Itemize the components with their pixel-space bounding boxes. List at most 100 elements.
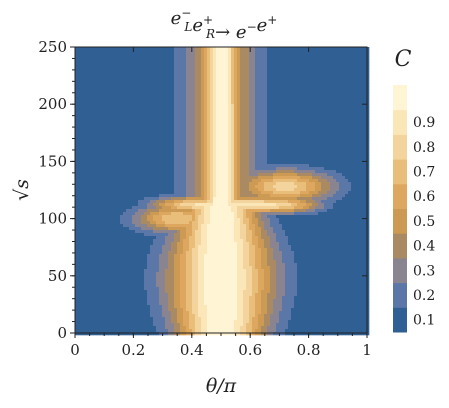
contour-cell — [207, 92, 211, 96]
contour-cell — [276, 110, 280, 114]
contour-cell — [102, 95, 106, 99]
contour-cell — [201, 116, 205, 120]
contour-cell — [102, 179, 106, 183]
contour-cell — [120, 80, 124, 84]
contour-cell — [105, 59, 109, 63]
contour-cell — [243, 98, 247, 102]
contour-cell — [90, 77, 94, 81]
contour-cell — [102, 182, 106, 186]
contour-cell — [324, 47, 328, 51]
contour-cell — [129, 146, 133, 150]
contour-cell — [105, 152, 109, 156]
contour-cell — [273, 59, 277, 63]
contour-cell — [84, 188, 88, 192]
contour-cell — [306, 116, 310, 120]
contour-cell — [282, 47, 286, 51]
contour-cell — [108, 191, 112, 195]
contour-cell — [144, 173, 148, 177]
contour-cell — [288, 68, 292, 72]
contour-cell — [246, 176, 250, 180]
contour-cell — [105, 125, 109, 129]
contour-cell — [366, 131, 370, 135]
contour-cell — [246, 152, 250, 156]
contour-cell — [261, 125, 265, 129]
contour-cell — [267, 137, 271, 141]
contour-cell — [183, 152, 187, 156]
contour-cell — [87, 161, 91, 165]
contour-cell — [99, 155, 103, 159]
contour-cell — [108, 83, 112, 87]
contour-cell — [324, 116, 328, 120]
contour-cell — [111, 179, 115, 183]
contour-cell — [99, 95, 103, 99]
contour-cell — [81, 185, 85, 189]
contour-cell — [201, 143, 205, 147]
contour-cell — [216, 122, 220, 126]
contour-cell — [321, 83, 325, 87]
contour-cell — [198, 80, 202, 84]
contour-cell — [264, 113, 268, 117]
contour-cell — [219, 113, 223, 117]
contour-cell — [147, 107, 151, 111]
contour-cell — [75, 149, 79, 153]
contour-cell — [153, 101, 157, 105]
contour-cell — [255, 113, 259, 117]
contour-cell — [132, 65, 136, 69]
contour-cell — [195, 176, 199, 180]
contour-cell — [126, 149, 130, 153]
contour-cell — [153, 170, 157, 174]
contour-cell — [297, 143, 301, 147]
contour-cell — [186, 185, 190, 189]
contour-cell — [258, 53, 262, 57]
contour-cell — [180, 77, 184, 81]
contour-cell — [174, 77, 178, 81]
contour-cell — [156, 107, 160, 111]
contour-cell — [228, 47, 232, 51]
contour-cell — [339, 107, 343, 111]
contour-cell — [330, 68, 334, 72]
contour-cell — [366, 119, 370, 123]
contour-cell — [300, 155, 304, 159]
contour-cell — [273, 119, 277, 123]
contour-cell — [117, 95, 121, 99]
contour-cell — [243, 131, 247, 135]
contour-cell — [366, 53, 370, 57]
contour-cell — [327, 167, 331, 171]
contour-cell — [186, 125, 190, 129]
contour-cell — [132, 101, 136, 105]
contour-cell — [126, 134, 130, 138]
contour-cell — [138, 179, 142, 183]
contour-cell — [201, 137, 205, 141]
contour-cell — [93, 86, 97, 90]
contour-cell — [204, 167, 208, 171]
contour-cell — [204, 113, 208, 117]
contour-cell — [330, 179, 334, 183]
contour-cell — [348, 143, 352, 147]
contour-cell — [213, 56, 217, 60]
contour-cell — [306, 113, 310, 117]
contour-cell — [321, 170, 325, 174]
contour-cell — [228, 98, 232, 102]
contour-cell — [303, 107, 307, 111]
contour-cell — [213, 179, 217, 183]
contour-cell — [354, 80, 358, 84]
contour-cell — [249, 71, 253, 75]
contour-cell — [138, 104, 142, 108]
contour-cell — [216, 155, 220, 159]
contour-cell — [126, 47, 130, 51]
contour-cell — [282, 173, 286, 177]
contour-cell — [216, 134, 220, 138]
contour-cell — [186, 122, 190, 126]
contour-cell — [108, 140, 112, 144]
contour-cell — [144, 95, 148, 99]
contour-cell — [120, 98, 124, 102]
contour-cell — [129, 134, 133, 138]
contour-cell — [339, 167, 343, 171]
contour-cell — [285, 83, 289, 87]
contour-cell — [150, 146, 154, 150]
contour-cell — [213, 104, 217, 108]
contour-cell — [297, 122, 301, 126]
contour-cell — [291, 140, 295, 144]
contour-cell — [354, 122, 358, 126]
contour-cell — [339, 68, 343, 72]
